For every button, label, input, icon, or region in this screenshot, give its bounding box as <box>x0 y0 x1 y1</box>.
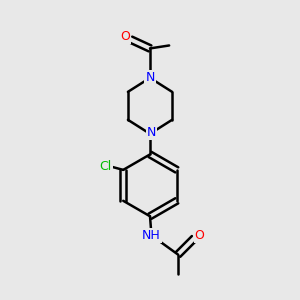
Text: Cl: Cl <box>99 160 112 173</box>
Text: N: N <box>147 126 156 139</box>
Text: O: O <box>120 30 130 43</box>
Text: N: N <box>145 71 155 84</box>
Text: O: O <box>194 229 204 242</box>
Text: NH: NH <box>142 229 161 242</box>
